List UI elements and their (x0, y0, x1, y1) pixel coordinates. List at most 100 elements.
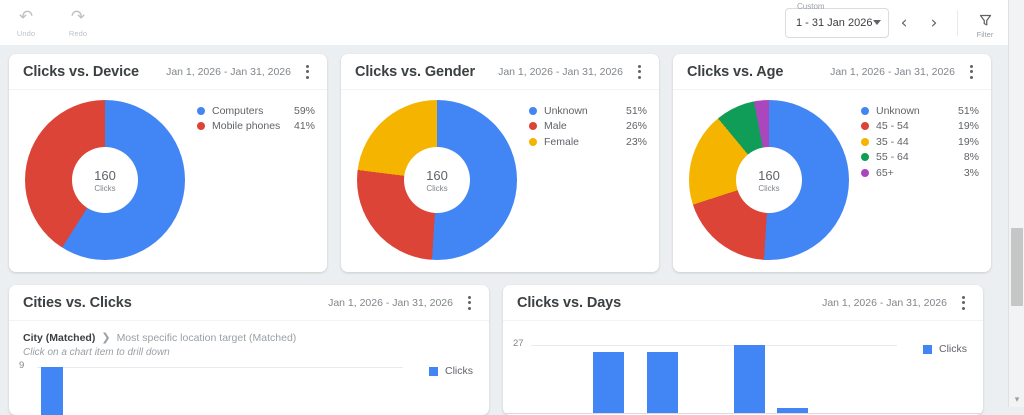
card-header: Clicks vs. Gender Jan 1, 2026 - Jan 31, … (341, 54, 659, 90)
chevron-right-icon: › (930, 12, 938, 33)
legend-color-dot (529, 106, 537, 115)
vertical-scrollbar[interactable]: ▾ (1008, 0, 1024, 407)
card-body: 160 Clicks Unknown 51% 45 - 54 19% (673, 90, 991, 271)
donut-chart-device: 160 Clicks (25, 100, 185, 260)
breadcrumb-current[interactable]: City (Matched) (23, 331, 96, 344)
legend-item[interactable]: 55 - 64 8% (861, 150, 979, 166)
card-menu-button[interactable] (953, 295, 973, 310)
drill-down-hint: Click on a chart item to drill down (23, 347, 170, 358)
scrollbar-thumb[interactable] (1011, 228, 1023, 306)
filter-button[interactable]: Filter (962, 7, 1008, 39)
legend-label: Unknown (544, 104, 588, 117)
date-range-group: Custom 1 - 31 Jan 2026 (785, 2, 889, 38)
undo-button[interactable]: ↶ Undo (0, 0, 52, 38)
card-clicks-vs-gender: Clicks vs. Gender Jan 1, 2026 - Jan 31, … (341, 54, 659, 272)
card-title: Clicks vs. Gender (355, 63, 475, 80)
donut-center: 160 Clicks (404, 147, 470, 213)
card-body: 160 Clicks Computers 59% Mobile phones 4… (9, 90, 327, 271)
card-menu-button[interactable] (961, 64, 981, 79)
legend-label: 55 - 64 (876, 151, 909, 164)
bar-chart-days: 27 Clicks (503, 338, 983, 414)
undo-icon: ↶ (18, 7, 34, 27)
legend-color-dot (529, 137, 537, 146)
chart-legend: Clicks (923, 343, 967, 355)
legend-item[interactable]: Unknown 51% (861, 103, 979, 119)
donut-total-label: Clicks (426, 183, 448, 193)
card-title: Clicks vs. Age (687, 63, 784, 80)
card-date-range: Jan 1, 2026 - Jan 31, 2026 (328, 296, 453, 309)
dashboard-body: Clicks vs. Device Jan 1, 2026 - Jan 31, … (0, 45, 1008, 415)
donut-center: 160 Clicks (72, 147, 138, 213)
legend-label: Female (544, 135, 580, 148)
card-date-range: Jan 1, 2026 - Jan 31, 2026 (830, 65, 955, 78)
legend-item[interactable]: Computers 59% (197, 103, 315, 119)
bar-item[interactable] (647, 352, 678, 413)
legend-label: Unknown (876, 104, 920, 117)
bar-item[interactable] (734, 345, 765, 413)
legend-color-dot (861, 137, 869, 146)
card-header: Clicks vs. Age Jan 1, 2026 - Jan 31, 202… (673, 54, 991, 90)
legend-value: 51% (625, 104, 647, 117)
previous-period-button[interactable]: ‹ (889, 6, 919, 40)
card-menu-button[interactable] (297, 64, 317, 79)
donut-chart-age: 160 Clicks (689, 100, 849, 260)
legend-label: Male (544, 120, 567, 133)
legend-label: 65+ (876, 166, 894, 179)
redo-button[interactable]: ↷ Redo (52, 0, 104, 38)
card-header: Cities vs. Clicks Jan 1, 2026 - Jan 31, … (9, 285, 489, 321)
bar-chart-cities: 9 Clicks (9, 360, 489, 415)
card-title: Clicks vs. Device (23, 63, 139, 80)
legend-color-dot (861, 122, 869, 131)
bar-series (37, 367, 403, 415)
legend-item[interactable]: Mobile phones 41% (197, 119, 315, 135)
chevron-down-icon (873, 20, 881, 25)
legend-item[interactable]: 35 - 44 19% (861, 134, 979, 150)
legend-item[interactable]: Unknown 51% (529, 103, 647, 119)
card-clicks-vs-device: Clicks vs. Device Jan 1, 2026 - Jan 31, … (9, 54, 327, 272)
card-date-range: Jan 1, 2026 - Jan 31, 2026 (822, 296, 947, 309)
card-clicks-vs-days: Clicks vs. Days Jan 1, 2026 - Jan 31, 20… (503, 285, 983, 415)
legend-value: 59% (293, 104, 315, 117)
y-axis-max-label: 9 (19, 360, 25, 371)
chart-legend: Unknown 51% Male 26% Female 23% (517, 100, 647, 271)
legend-item[interactable]: Male 26% (529, 119, 647, 135)
legend-color-dot (197, 122, 205, 131)
legend-label: Mobile phones (212, 120, 281, 133)
card-date-range: Jan 1, 2026 - Jan 31, 2026 (498, 65, 623, 78)
scroll-down-arrow-icon[interactable]: ▾ (1014, 395, 1020, 405)
legend-label: 35 - 44 (876, 135, 909, 148)
legend-color-dot (861, 168, 869, 177)
card-clicks-vs-age: Clicks vs. Age Jan 1, 2026 - Jan 31, 202… (673, 54, 991, 272)
filter-icon (979, 14, 991, 25)
legend-color-dot (197, 106, 205, 115)
card-menu-button[interactable] (629, 64, 649, 79)
legend-label: Clicks (939, 343, 967, 355)
legend-value: 51% (957, 104, 979, 117)
donut-total-value: 160 (426, 167, 448, 183)
breadcrumb-line: City (Matched) ❯ Most specific location … (23, 331, 489, 344)
chart-legend: Computers 59% Mobile phones 41% (185, 100, 315, 271)
card-menu-button[interactable] (459, 295, 479, 310)
legend-color-swatch (429, 366, 438, 376)
bar-series (531, 345, 897, 413)
legend-value: 3% (963, 166, 979, 179)
legend-value: 23% (625, 135, 647, 148)
legend-item[interactable]: 45 - 54 19% (861, 119, 979, 135)
legend-value: 19% (957, 120, 979, 133)
donut-total-value: 160 (758, 167, 780, 183)
bar-card-row: Cities vs. Clicks Jan 1, 2026 - Jan 31, … (9, 285, 999, 415)
legend-item[interactable]: 65+ 3% (861, 165, 979, 181)
bar-item[interactable] (593, 352, 624, 413)
filter-label: Filter (976, 29, 994, 39)
next-period-button[interactable]: › (919, 6, 949, 40)
date-range-select[interactable]: 1 - 31 Jan 2026 (785, 7, 889, 38)
breadcrumb-next[interactable]: Most specific location target (Matched) (116, 331, 297, 344)
toolbar-right-controls: Custom 1 - 31 Jan 2026 ‹ › Filter (785, 0, 1008, 45)
gridline (37, 367, 403, 368)
legend-color-dot (861, 106, 869, 115)
legend-item[interactable]: Female 23% (529, 134, 647, 150)
bar-item[interactable] (41, 367, 63, 415)
card-date-range: Jan 1, 2026 - Jan 31, 2026 (166, 65, 291, 78)
chart-legend: Clicks (429, 365, 473, 377)
card-cities-vs-clicks: Cities vs. Clicks Jan 1, 2026 - Jan 31, … (9, 285, 489, 415)
